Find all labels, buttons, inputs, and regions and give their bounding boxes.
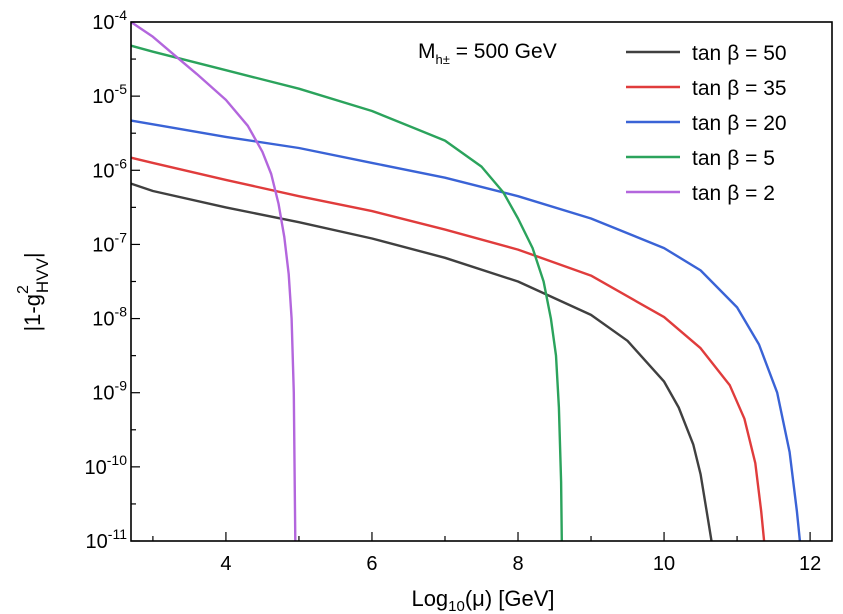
legend: tan β = 50 tan β = 35 tan β = 20 tan β = 5 tan β … (626, 42, 787, 205)
y-tick-label: 10-4 (92, 7, 127, 34)
x-tick-label: 4 (220, 553, 231, 575)
y-tick-label: 10-11 (86, 526, 128, 553)
x-axis-ticks: 4 6 8 10 12 (152, 532, 821, 575)
series-line (130, 156, 766, 542)
series-line (130, 44, 563, 542)
plot-area (130, 21, 802, 542)
y-tick-label: 10-6 (92, 155, 127, 182)
mass-annotation: Mh± = 500 GeV (418, 40, 557, 67)
plot-frame (130, 21, 833, 542)
x-axis-title: Log10(μ) [GeV] (411, 586, 554, 614)
x-tick-label: 12 (799, 553, 821, 575)
legend-label: tan β = 35 (692, 77, 787, 100)
y-axis-ticks: 10-4 10-5 10-6 10-7 10-8 10-9 10-10 10-11 (85, 7, 140, 553)
series-line (130, 21, 297, 542)
series-line (130, 182, 713, 542)
y-axis-title: |1-g2HVV| (15, 252, 52, 331)
legend-label: tan β = 50 (692, 42, 787, 65)
y-tick-label: 10-10 (85, 452, 128, 479)
legend-label: tan β = 2 (692, 182, 775, 205)
legend-label: tan β = 5 (692, 147, 775, 170)
x-tick-label: 10 (653, 553, 675, 575)
y-tick-label: 10-9 (92, 378, 127, 405)
y-tick-label: 10-8 (92, 304, 127, 331)
series-line (130, 119, 802, 542)
y-tick-label: 10-7 (92, 229, 127, 256)
x-tick-label: 6 (366, 553, 377, 575)
legend-label: tan β = 20 (692, 112, 787, 135)
y-tick-label: 10-5 (92, 81, 127, 108)
x-tick-label: 8 (512, 553, 523, 575)
